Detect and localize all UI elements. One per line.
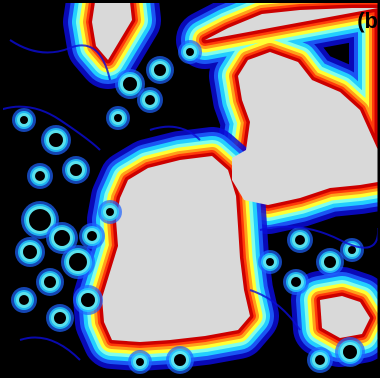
filament-blob (291, 277, 301, 287)
filament-blob (87, 231, 97, 241)
filament-blob (81, 293, 95, 307)
filament-line (259, 225, 378, 249)
filament-blob (49, 133, 63, 147)
filament-blob (136, 358, 144, 366)
filament-blob (20, 116, 28, 124)
filament-line (149, 125, 201, 141)
filament-line (3, 105, 101, 151)
filament-blob (348, 246, 356, 254)
filament-blob (145, 95, 155, 105)
filament-blob (23, 245, 37, 259)
filament-blob (44, 276, 56, 288)
filament-blob (295, 235, 305, 245)
filament-blob (54, 230, 70, 246)
filament-blob (35, 171, 45, 181)
open-region (92, 3, 132, 60)
filament-line (249, 289, 301, 331)
filament-line (9, 39, 111, 81)
filament-line (19, 336, 81, 361)
filament-blob (315, 355, 325, 365)
open-region (205, 8, 378, 205)
filament-blob (123, 77, 137, 91)
panel-label: (b (357, 8, 378, 33)
blue-filaments (3, 39, 378, 374)
filament-blob (19, 295, 29, 305)
filament-blob (154, 64, 166, 76)
open-regions (92, 3, 378, 342)
open-region (102, 156, 250, 342)
filament-blob (114, 114, 122, 122)
filament-blob (70, 164, 82, 176)
filament-blob (29, 209, 51, 231)
filament-blob (54, 312, 66, 324)
filament-blob (174, 354, 186, 366)
filament-blob (324, 256, 336, 268)
filament-blob (266, 258, 274, 266)
filament-blob (186, 48, 194, 56)
filament-blob (106, 208, 114, 216)
filament-blob (343, 345, 357, 359)
open-region (320, 296, 370, 338)
filament-blob (69, 253, 87, 271)
